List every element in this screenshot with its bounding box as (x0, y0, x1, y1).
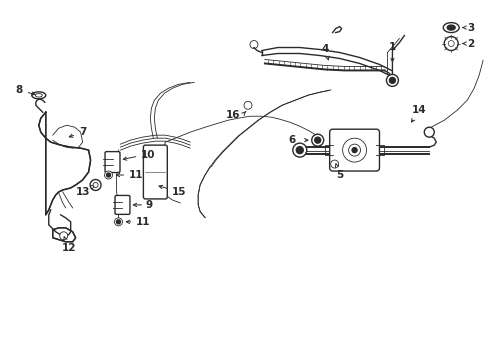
Circle shape (106, 173, 110, 177)
Text: 8: 8 (16, 85, 35, 95)
Circle shape (60, 232, 67, 240)
Circle shape (388, 77, 395, 84)
Circle shape (93, 183, 98, 188)
FancyBboxPatch shape (143, 145, 167, 199)
Circle shape (351, 148, 356, 153)
Ellipse shape (32, 92, 46, 99)
Text: 2: 2 (466, 39, 473, 49)
Circle shape (342, 138, 366, 162)
Text: 12: 12 (61, 237, 76, 253)
Text: 5: 5 (335, 164, 343, 180)
Polygon shape (53, 228, 76, 242)
Text: 11: 11 (128, 170, 142, 180)
Circle shape (296, 147, 303, 154)
Circle shape (104, 171, 112, 179)
Circle shape (314, 137, 320, 143)
Circle shape (311, 134, 323, 146)
Text: 15: 15 (159, 185, 186, 197)
Circle shape (348, 144, 360, 156)
Text: 16: 16 (225, 110, 240, 120)
Text: 9: 9 (145, 200, 152, 210)
Text: 1: 1 (388, 41, 395, 62)
FancyBboxPatch shape (105, 152, 120, 172)
FancyBboxPatch shape (115, 195, 130, 214)
Circle shape (386, 75, 398, 86)
Circle shape (443, 37, 457, 50)
FancyBboxPatch shape (329, 129, 379, 171)
Text: 4: 4 (320, 44, 328, 60)
Text: 13: 13 (75, 185, 95, 197)
Ellipse shape (447, 25, 454, 30)
Circle shape (90, 180, 101, 190)
Circle shape (114, 218, 122, 226)
Text: 11: 11 (135, 217, 150, 227)
Text: 10: 10 (140, 150, 155, 160)
Text: 7: 7 (69, 127, 86, 137)
Polygon shape (39, 112, 90, 215)
Ellipse shape (35, 94, 42, 97)
Text: 6: 6 (288, 135, 295, 145)
Text: 3: 3 (466, 23, 473, 33)
Circle shape (244, 101, 251, 109)
Circle shape (292, 143, 306, 157)
Text: 14: 14 (411, 105, 426, 122)
Circle shape (330, 160, 338, 168)
Circle shape (116, 220, 120, 224)
Circle shape (424, 127, 433, 137)
Ellipse shape (442, 23, 458, 32)
